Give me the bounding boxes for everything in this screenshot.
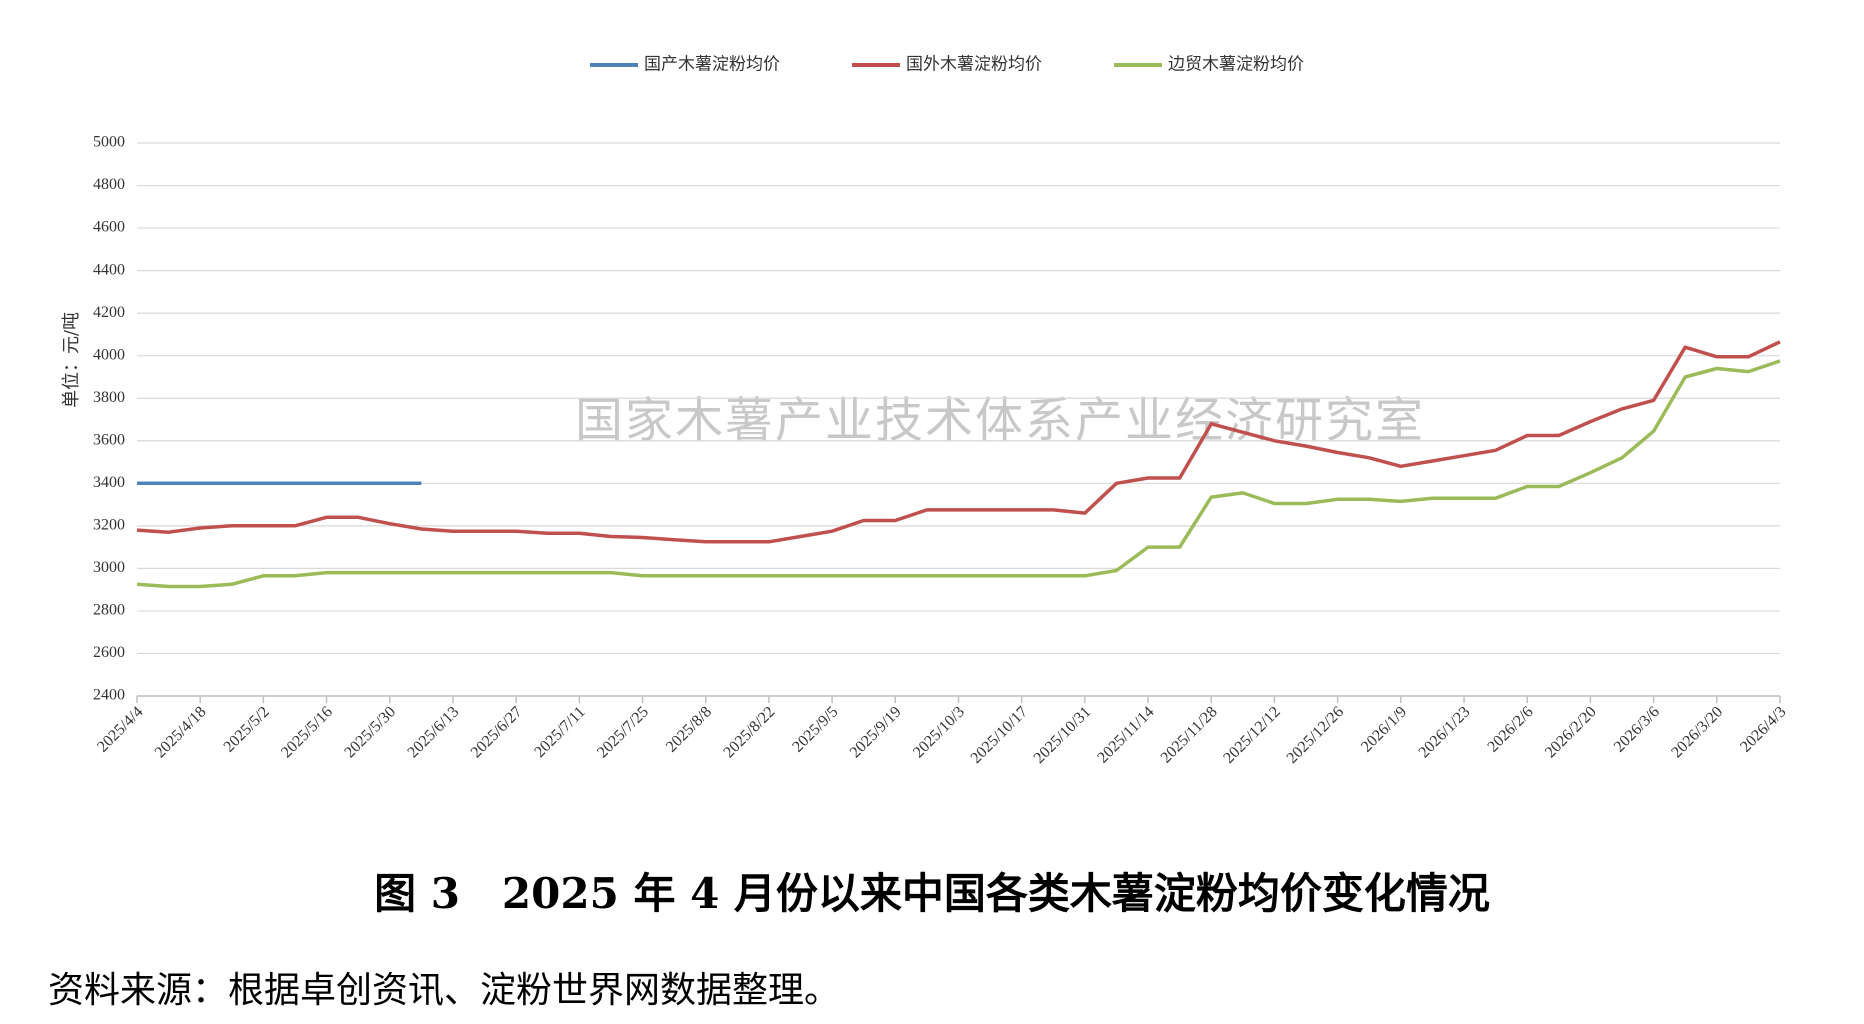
y-tick-label: 2400 [93,687,125,704]
x-tick-label: 2026/3/20 [1668,703,1726,761]
x-tick-label: 2025/5/2 [221,703,273,755]
x-tick-label: 2025/4/18 [152,703,210,761]
x-tick-label: 2026/1/9 [1358,703,1410,755]
x-tick-label: 2025/6/27 [468,703,526,761]
x-tick-label: 2025/7/25 [594,703,652,761]
y-tick-label: 4800 [93,176,125,193]
x-tick-label: 2025/11/14 [1094,703,1157,766]
y-tick-label: 2800 [93,602,125,619]
x-tick-label: 2025/5/16 [278,703,336,761]
chart-title: 图 3 2025 年 4 月份以来中国各类木薯淀粉均价变化情况 [374,869,1490,918]
series-line [136,359,1781,589]
y-tick-label: 4000 [93,346,125,363]
legend-label: 国产木薯淀粉均价 [644,55,780,75]
y-tick-label: 5000 [93,134,125,151]
source-note: 资料来源：根据卓创资讯、淀粉世界网数据整理。 [48,970,840,1011]
y-tick-label: 4600 [93,219,125,236]
x-tick-label: 2025/6/13 [404,703,462,761]
y-axis-label: 单位：元/吨 [61,312,82,408]
x-tick-label: 2026/2/20 [1542,703,1600,761]
x-tick-label: 2025/10/31 [1031,703,1095,767]
y-tick-label: 3400 [93,474,125,491]
y-tick-label: 3000 [93,559,125,576]
y-tick-label: 4200 [93,304,125,321]
y-tick-label: 3200 [93,517,125,534]
series-line [136,340,1781,544]
y-tick-label: 3600 [93,431,125,448]
legend-label: 国外木薯淀粉均价 [906,55,1042,75]
legend-label: 边贸木薯淀粉均价 [1168,55,1304,75]
x-tick-label: 2026/1/23 [1416,703,1474,761]
x-tick-label: 2026/3/6 [1611,703,1663,755]
x-tick-label: 2026/2/6 [1484,703,1536,755]
x-tick-label: 2025/5/30 [341,703,399,761]
x-tick-label: 2026/4/3 [1737,703,1789,755]
watermark: 国家木薯产业技术体系产业经济研究室 [575,393,1425,449]
x-tick-label: 2025/9/5 [789,703,841,755]
x-tick-label: 2025/11/28 [1158,703,1221,766]
x-tick-label: 2025/4/4 [94,703,146,755]
x-tick-label: 2025/9/19 [847,703,905,761]
x-tick-label: 2025/12/26 [1284,703,1348,767]
x-tick-label: 2025/7/11 [531,703,588,760]
y-tick-label: 2600 [93,644,125,661]
x-tick-label: 2025/12/12 [1220,703,1284,767]
x-tick-label: 2025/8/22 [720,703,778,761]
x-tick-label: 2025/10/17 [968,703,1032,767]
x-tick-label: 2025/8/8 [663,703,715,755]
y-tick-label: 4400 [93,261,125,278]
y-tick-label: 3800 [93,389,125,406]
x-tick-label: 2025/10/3 [910,703,968,761]
